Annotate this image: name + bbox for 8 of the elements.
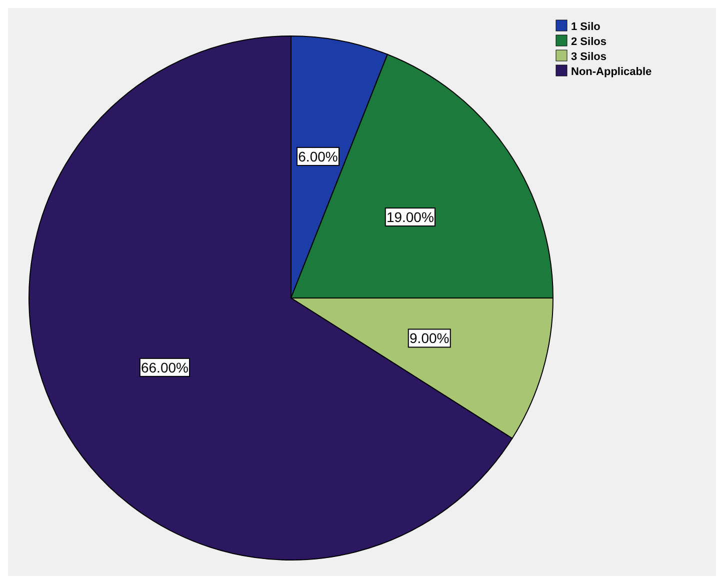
data-label: 9.00% xyxy=(410,330,450,346)
legend-label: 2 Silos xyxy=(571,36,606,48)
data-label: 6.00% xyxy=(298,148,338,164)
data-label: 19.00% xyxy=(386,209,434,226)
legend-label: 1 Silo xyxy=(571,21,601,33)
data-label: 66.00% xyxy=(140,359,188,376)
legend-label: Non-Applicable xyxy=(571,66,652,78)
legend-label: 3 Silos xyxy=(571,51,606,63)
